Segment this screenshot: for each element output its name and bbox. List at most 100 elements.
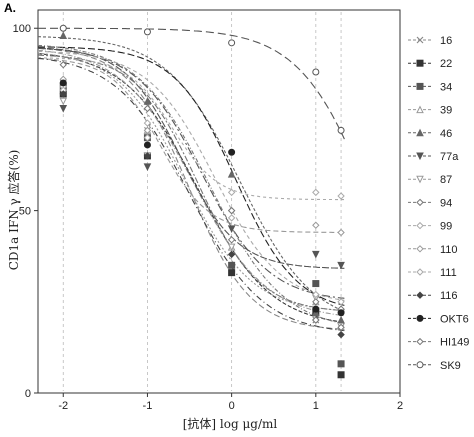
data-point [337, 298, 345, 306]
series-curve [38, 46, 345, 306]
data-point [228, 261, 236, 269]
data-point [227, 243, 236, 252]
data-point [337, 315, 345, 324]
x-tick-label: 0 [229, 400, 235, 412]
data-point [59, 104, 68, 113]
plot-frame [37, 9, 401, 394]
legend-label: 99 [440, 221, 452, 233]
data-point [143, 104, 152, 113]
data-point [312, 298, 320, 306]
legend-label: OKT6 [440, 313, 469, 325]
data-point [227, 206, 236, 215]
series-curve [37, 52, 345, 312]
data-point [143, 141, 151, 149]
legend-label: 22 [440, 58, 452, 70]
legend-label: 116 [440, 290, 458, 302]
data-point [337, 330, 345, 339]
legend-label: 39 [440, 105, 452, 117]
data-point [337, 126, 345, 134]
data-point [143, 119, 152, 127]
legend-marker [416, 268, 424, 276]
data-point [312, 221, 320, 229]
legend-label: 34 [440, 81, 452, 93]
x-tick-label: 1 [313, 400, 319, 412]
legend-label: 87 [440, 174, 452, 186]
legend-marker [416, 314, 424, 322]
legend-label: 77a [440, 151, 459, 163]
data-point [337, 261, 345, 270]
data-point [227, 225, 236, 233]
series-curve [38, 27, 345, 140]
data-point [59, 90, 67, 98]
data-point [227, 236, 236, 244]
data-point [312, 308, 320, 317]
data-point [143, 133, 152, 142]
data-point [59, 31, 68, 40]
y-tick-label: 100 [13, 23, 31, 35]
legend-marker [416, 82, 424, 90]
data-point [337, 360, 345, 368]
legend-marker [416, 291, 424, 299]
data-point [312, 280, 320, 288]
data-point [59, 79, 67, 87]
data-point [312, 68, 320, 76]
data-point [143, 28, 151, 36]
data-point [227, 188, 236, 197]
legend-label: 111 [440, 267, 457, 279]
plot-area: -2 -1 0 1 2 0 50 100 [13, 9, 403, 412]
series-curve [37, 54, 345, 312]
data-point [312, 316, 320, 324]
x-tick-label: 2 [397, 400, 403, 412]
legend-marker [416, 152, 424, 161]
legend-marker [416, 36, 424, 44]
data-point [143, 152, 152, 160]
data-point [228, 39, 236, 47]
data-point [228, 148, 236, 156]
legend-label: 16 [440, 35, 452, 47]
legend-marker [416, 221, 424, 230]
series-curve [37, 47, 345, 330]
y-tick-label: 0 [25, 388, 31, 400]
data-point [337, 228, 345, 237]
legend-label: 110 [440, 244, 458, 256]
series-curve [37, 49, 345, 317]
data-point [227, 250, 236, 259]
series-curve [37, 44, 345, 325]
y-tick-label: 50 [19, 206, 31, 218]
data-point [312, 305, 320, 313]
series-curve [38, 36, 345, 313]
series-curve [38, 50, 345, 301]
data-point [312, 250, 320, 259]
data-point [59, 24, 67, 32]
data-point [337, 323, 345, 332]
data-point [312, 188, 320, 197]
series-curve [38, 57, 345, 201]
data-point [143, 126, 152, 135]
x-tick-label: -1 [143, 400, 153, 412]
legend-marker [416, 128, 424, 137]
legend-label: 94 [440, 197, 452, 209]
data-point [337, 309, 345, 317]
legend-marker [416, 337, 424, 346]
series-curve [37, 47, 345, 269]
series-curve [37, 57, 345, 332]
x-axis-title: [抗体] log μg/ml [183, 416, 278, 431]
series-curve [37, 53, 345, 323]
legend-marker [416, 198, 424, 207]
legend-marker [416, 59, 424, 67]
legend-label: SK9 [440, 360, 461, 372]
data-point [59, 61, 67, 69]
data-point [312, 290, 320, 299]
legend-marker [416, 245, 424, 253]
panel-label: A. [4, 1, 16, 15]
series-curve [37, 58, 345, 233]
legend-label: HI149 [440, 337, 469, 349]
legend: 16 22 34 39 46 77a 87 94 99 110 111 116 OKT6 HI149 SK9 [408, 35, 469, 372]
y-axis-title: CD1a IFN γ 应答(%) [6, 150, 21, 271]
data-point [227, 214, 236, 222]
legend-marker [416, 105, 424, 114]
data-point [228, 269, 236, 277]
x-tick-label: -2 [58, 400, 68, 412]
series-curve [37, 47, 345, 299]
